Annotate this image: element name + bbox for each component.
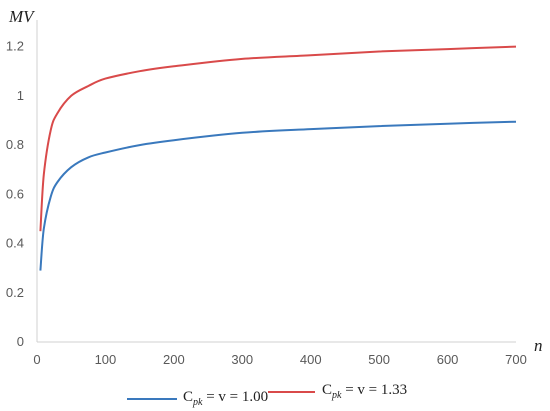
- x-axis-title: n: [534, 336, 543, 355]
- y-tick-label: 0.8: [6, 137, 24, 152]
- y-axis-title: MV: [8, 7, 36, 26]
- legend: Cpk = v = 1.00 Cpk = v = 1.33: [127, 382, 407, 408]
- x-tick-label: 400: [300, 352, 322, 367]
- legend-label-2: Cpk = v = 1.33: [322, 382, 407, 401]
- legend-item-1: Cpk = v = 1.00: [127, 389, 268, 408]
- y-tick-label: 0.4: [6, 236, 24, 251]
- legend-item-2: Cpk = v = 1.33: [268, 382, 407, 401]
- x-tick-label: 100: [95, 352, 117, 367]
- x-tick-label: 600: [437, 352, 459, 367]
- x-tick-label: 200: [163, 352, 185, 367]
- x-tick-label: 500: [368, 352, 390, 367]
- x-tick-label: 300: [231, 352, 253, 367]
- series-line-1: [39, 120, 517, 271]
- y-tick-label: 1: [17, 88, 24, 103]
- axes: [36, 20, 516, 343]
- x-tick-label: 700: [505, 352, 527, 367]
- series-line-2: [39, 45, 517, 232]
- y-tick-label: 0.2: [6, 285, 24, 300]
- x-tick-label: 0: [33, 352, 40, 367]
- legend-label-1: Cpk = v = 1.00: [183, 389, 268, 408]
- series-lines: [39, 45, 517, 271]
- y-tick-label: 1.2: [6, 39, 24, 54]
- tick-labels: 0 100 200 300 400 500 600 700 0 0.2 0.4 0.6 0.8 1 1.2: [6, 39, 527, 367]
- y-tick-label: 0.6: [6, 186, 24, 201]
- y-tick-label: 0: [17, 334, 24, 349]
